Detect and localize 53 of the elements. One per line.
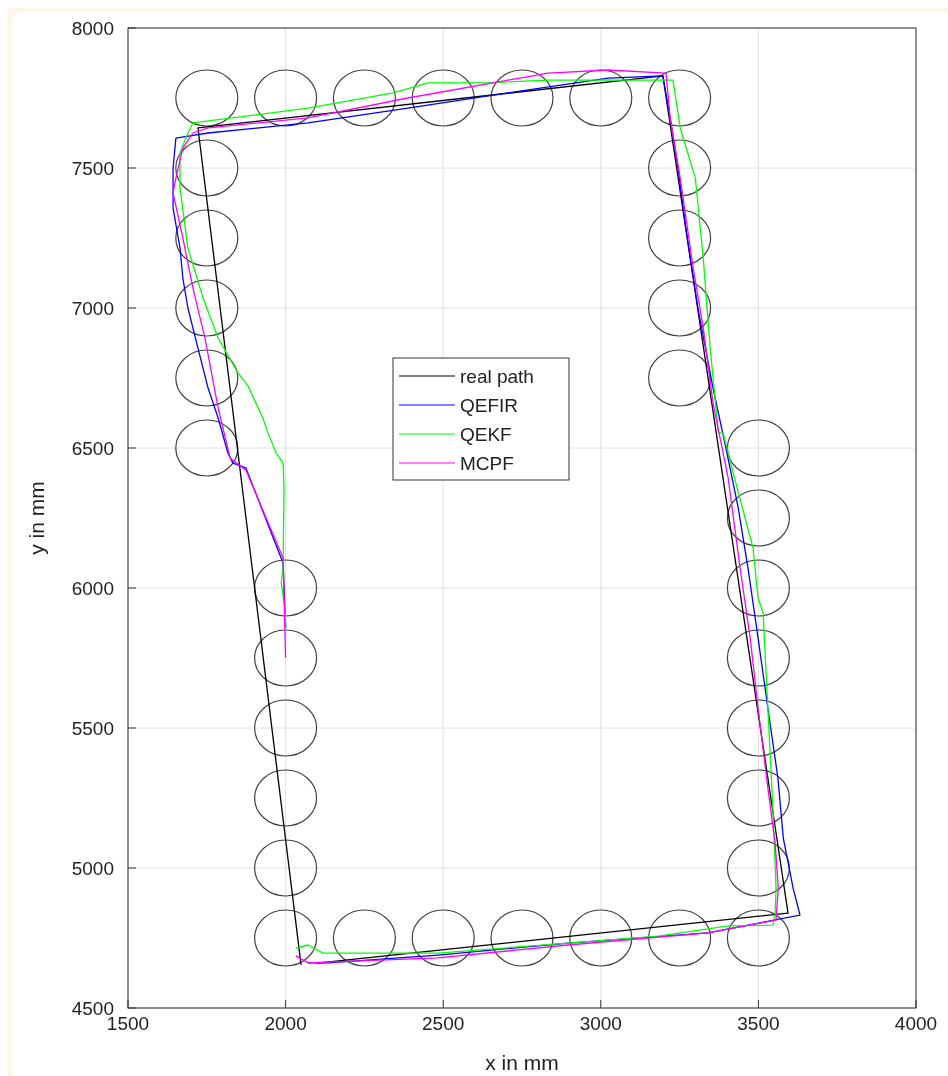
y-tick-label: 7500 [71,158,114,179]
point [175,279,239,337]
x-tick-label: 4000 [894,1013,938,1034]
point [726,489,790,547]
point [254,629,318,687]
point [490,909,554,967]
point [332,909,396,967]
x-tick-label: 2000 [264,1013,307,1034]
point [175,69,239,127]
point [175,139,239,197]
y-tick-label: 5000 [71,858,114,879]
point [648,209,712,267]
point [490,69,554,127]
point [726,909,790,967]
point [569,69,633,127]
point [332,69,396,127]
x-axis-title: x in mm [485,1051,559,1074]
point [648,139,712,197]
legend-label: QEFIR [460,395,519,416]
x-tick-label: 2500 [422,1013,465,1034]
y-tick-label: 6500 [71,438,114,459]
point [254,839,318,897]
point [411,69,475,127]
x-tick-label: 3500 [737,1013,780,1034]
point [411,909,475,967]
point [648,909,712,967]
point [726,769,790,827]
point [254,769,318,827]
point [175,419,239,477]
point [648,279,712,337]
point [254,69,318,127]
point [569,909,633,967]
point [726,629,790,687]
point [254,909,318,967]
point [648,69,712,127]
point [175,349,239,407]
point [726,839,790,897]
y-tick-label: 8000 [71,18,114,39]
y-tick-label: 5500 [71,718,114,739]
legend-label: real path [460,366,534,387]
legend-label: QEKF [460,424,512,445]
point [175,209,239,267]
legend-label: MCPF [460,453,514,474]
point [726,699,790,757]
y-axis-title: y in mm [25,481,48,555]
y-tick-label: 7000 [71,298,114,319]
point [726,419,790,477]
y-tick-label: 6000 [71,578,114,599]
point [648,349,712,407]
point [726,559,790,617]
x-tick-label: 3000 [579,1013,622,1034]
point [254,559,318,617]
point [254,699,318,757]
